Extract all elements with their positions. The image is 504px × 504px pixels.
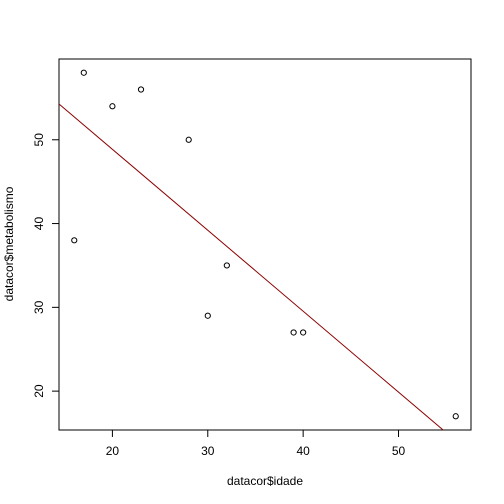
plot-area xyxy=(59,69,459,430)
plot-box xyxy=(58,58,472,431)
y-tick-label: 30 xyxy=(32,300,46,314)
x-tick-label: 20 xyxy=(106,444,120,458)
x-tick-label: 50 xyxy=(392,444,406,458)
y-tick-label: 20 xyxy=(32,384,46,398)
point xyxy=(109,103,116,110)
y-tick-label: 50 xyxy=(32,133,46,147)
x-axis-title: datacor$idade xyxy=(227,474,303,488)
y-tick-label: 40 xyxy=(32,217,46,231)
point xyxy=(452,413,459,420)
x-tick-label: 30 xyxy=(201,444,215,458)
point xyxy=(137,86,145,93)
regression-line xyxy=(59,103,444,430)
point xyxy=(300,329,307,336)
point xyxy=(204,312,211,319)
point xyxy=(223,262,230,269)
point xyxy=(80,69,87,76)
point xyxy=(185,136,192,143)
y-axis-title: datacor$metabolismo xyxy=(2,186,16,301)
point xyxy=(290,329,297,336)
x-tick-label: 40 xyxy=(296,444,310,458)
point xyxy=(71,237,78,244)
